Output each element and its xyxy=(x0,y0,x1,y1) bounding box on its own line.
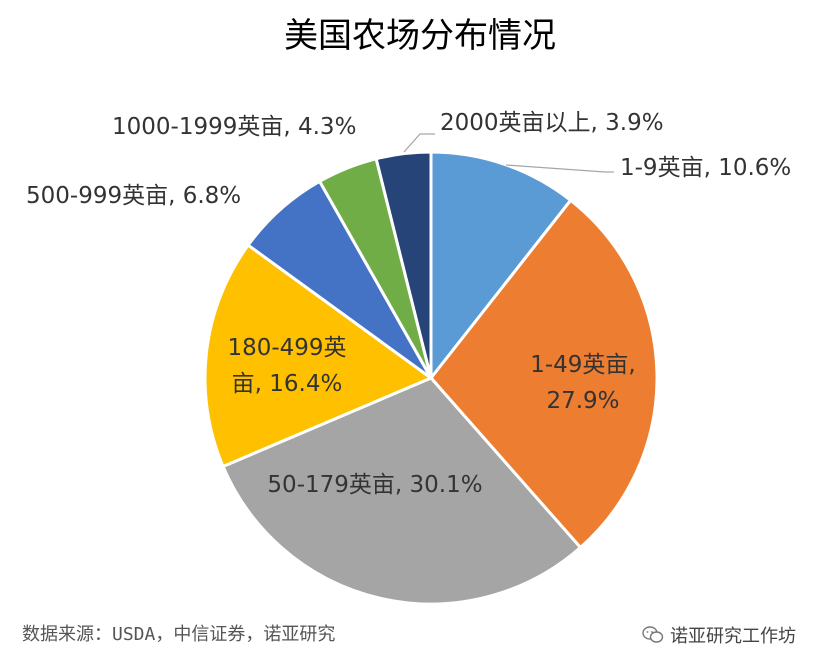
source-note: 数据来源：USDA，中信证券，诺亚研究 xyxy=(22,624,336,645)
watermark-text: 诺亚研究工作坊 xyxy=(670,626,796,647)
leader-line xyxy=(505,164,614,173)
pie-slice xyxy=(374,150,433,379)
pie-slice xyxy=(429,150,573,383)
pie-slice xyxy=(203,243,435,469)
wechat-icon xyxy=(642,626,664,643)
slice-label: 180-499英亩, 16.4% xyxy=(227,335,346,397)
slice-label: 1-49英亩, 27.9% xyxy=(530,352,636,414)
slice-label: 2000英亩以上, 3.9% xyxy=(440,110,664,136)
slice-label: 500-999英亩, 6.8% xyxy=(26,183,241,209)
leader-line xyxy=(403,133,435,153)
pie-slice xyxy=(221,376,583,606)
slice-label: 1000-1999英亩, 4.3% xyxy=(112,114,356,140)
watermark: 诺亚研究工作坊 xyxy=(642,622,796,648)
pie-slice xyxy=(429,198,659,550)
chart-title: 美国农场分布情况 xyxy=(284,16,556,56)
slice-label: 50-179英亩, 30.1% xyxy=(267,472,482,498)
slice-label: 1-9英亩, 10.6% xyxy=(620,155,791,181)
